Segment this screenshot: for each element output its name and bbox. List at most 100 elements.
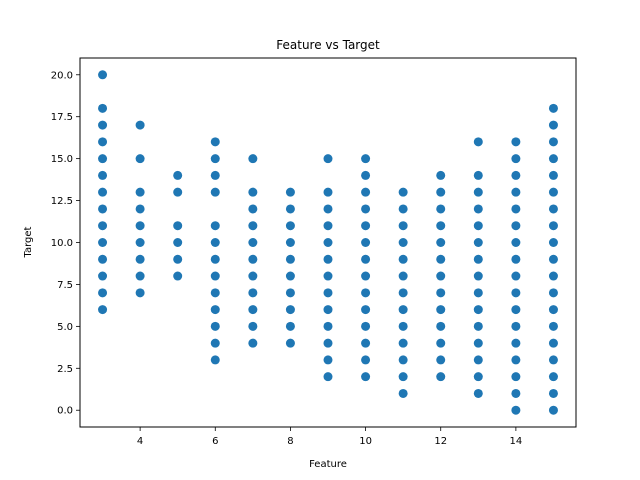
data-point [248, 338, 258, 348]
data-point [323, 271, 333, 281]
data-point [473, 355, 483, 365]
data-point [135, 271, 145, 281]
data-point [548, 271, 558, 281]
data-point [285, 204, 295, 214]
data-point [548, 221, 558, 231]
data-point [548, 103, 558, 113]
data-point [548, 355, 558, 365]
data-point [398, 388, 408, 398]
data-point [473, 221, 483, 231]
data-point [285, 238, 295, 247]
data-point [173, 221, 183, 231]
data-point [436, 187, 446, 197]
data-point [323, 154, 333, 164]
data-point [511, 388, 521, 398]
data-point [548, 187, 558, 197]
data-point [436, 271, 446, 281]
data-point [548, 388, 558, 398]
data-point [548, 288, 558, 298]
data-point [210, 355, 220, 365]
data-point [361, 355, 371, 365]
data-point [511, 372, 521, 382]
data-point [511, 338, 521, 348]
data-point [285, 338, 295, 348]
data-point [361, 338, 371, 348]
data-point [361, 238, 371, 247]
data-point [473, 372, 483, 382]
data-point [548, 254, 558, 264]
data-point [473, 388, 483, 398]
data-point [473, 338, 483, 348]
chart-title: Feature vs Target [276, 38, 380, 52]
data-point [135, 221, 145, 231]
data-point [398, 372, 408, 382]
data-point [323, 221, 333, 231]
y-tick-label: 10.0 [51, 238, 73, 249]
data-point [436, 221, 446, 231]
data-point [548, 372, 558, 382]
y-axis-label: Target [23, 226, 34, 258]
data-point [210, 288, 220, 298]
data-point [548, 405, 558, 415]
y-tick-label: 0.0 [57, 406, 73, 417]
data-point [285, 271, 295, 281]
data-point [361, 271, 371, 281]
data-point [548, 321, 558, 331]
data-point [436, 305, 446, 315]
data-point [548, 137, 558, 147]
data-point [173, 187, 183, 197]
data-point [210, 154, 220, 164]
data-point [398, 271, 408, 281]
data-point [511, 288, 521, 298]
data-point [511, 154, 521, 164]
data-point [285, 187, 295, 197]
data-point [473, 305, 483, 315]
data-point [323, 338, 333, 348]
data-point [398, 288, 408, 298]
data-point [98, 187, 108, 197]
data-point [323, 254, 333, 264]
data-point [248, 187, 258, 197]
y-tick-label: 12.5 [51, 196, 73, 207]
data-point [361, 254, 371, 264]
data-point [98, 305, 108, 315]
data-point [98, 271, 108, 281]
data-point [248, 204, 258, 214]
y-tick-label: 20.0 [51, 70, 73, 81]
data-point [323, 305, 333, 315]
data-point [285, 321, 295, 331]
data-point [398, 338, 408, 348]
data-point [548, 338, 558, 348]
data-point [248, 321, 258, 331]
data-point [98, 288, 108, 298]
data-point [323, 187, 333, 197]
data-point [548, 120, 558, 130]
y-tick-label: 5.0 [57, 322, 73, 333]
data-point [173, 271, 183, 281]
data-point [511, 187, 521, 197]
data-point [361, 204, 371, 214]
data-point [98, 103, 108, 113]
data-point [248, 288, 258, 298]
data-point [511, 238, 521, 247]
data-point [436, 372, 446, 382]
data-point [248, 271, 258, 281]
data-point [436, 238, 446, 247]
y-tick-label: 17.5 [51, 112, 73, 123]
data-point [548, 154, 558, 164]
data-point [285, 288, 295, 298]
data-point [548, 204, 558, 214]
data-point [473, 321, 483, 331]
data-point [135, 238, 145, 247]
data-point [361, 221, 371, 231]
data-point [248, 238, 258, 247]
data-point [398, 204, 408, 214]
x-tick-label: 4 [137, 436, 143, 447]
data-point [98, 120, 108, 130]
data-point [323, 372, 333, 382]
data-point [135, 204, 145, 214]
y-tick-label: 2.5 [57, 364, 73, 375]
x-tick-label: 12 [434, 436, 447, 447]
data-point [361, 187, 371, 197]
